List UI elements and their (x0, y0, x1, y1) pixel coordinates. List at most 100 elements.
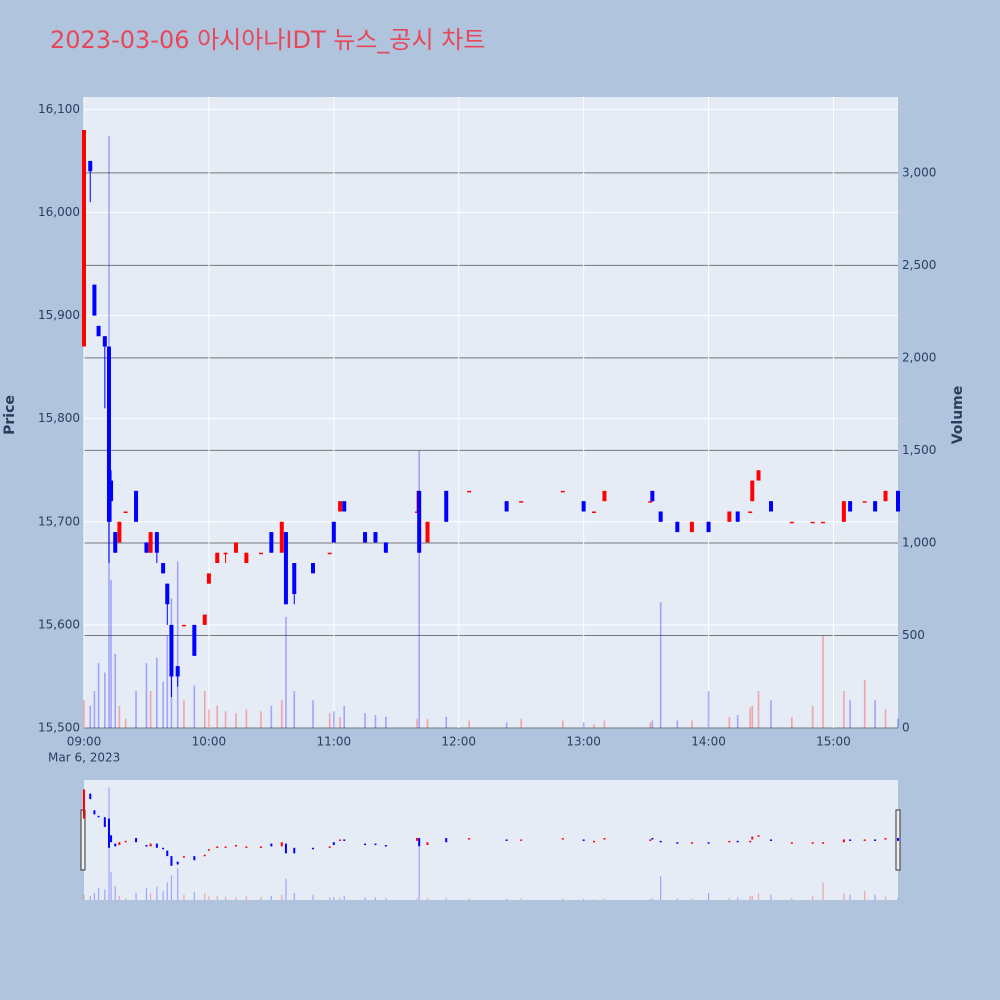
range-volume-bar (177, 868, 179, 900)
candle-body (165, 583, 170, 605)
volume-bar (260, 711, 262, 728)
candle-body (117, 521, 122, 543)
candle-body (848, 501, 853, 512)
range-handle[interactable] (80, 809, 86, 871)
x-tick-label: 13:00 (566, 735, 601, 749)
candle-body (417, 490, 422, 553)
range-volume-bar (593, 899, 595, 900)
candle-body (602, 490, 607, 502)
volume-bar (676, 720, 679, 728)
volume-bar (707, 690, 710, 728)
candle-body (109, 480, 114, 502)
candle-body (96, 325, 101, 337)
candle-body (560, 490, 565, 493)
candle-body (769, 501, 774, 512)
y-tick-label: 16,000 (38, 205, 80, 219)
range-volume-bar (270, 895, 272, 900)
candle-body (258, 552, 263, 555)
volume-bar (603, 720, 606, 728)
candle-body (735, 511, 740, 522)
range-volume-bar (791, 897, 793, 900)
range-volume-bar (125, 898, 127, 900)
volume-bar (418, 450, 420, 728)
range-volume-bar (193, 891, 195, 900)
volume-bar (162, 681, 164, 728)
y-tick-label: 15,500 (38, 721, 80, 735)
volume-bar (468, 720, 470, 728)
range-volume-bar (418, 847, 420, 900)
volume-bar (156, 657, 158, 728)
y2-tick-label: 3,000 (902, 165, 936, 179)
candle-body (581, 501, 586, 512)
candle-body (841, 501, 846, 522)
range-volume-bar (445, 897, 447, 900)
candle-body (144, 542, 149, 553)
range-volume-bar (583, 898, 585, 900)
volume-bar (582, 722, 585, 728)
range-volume-bar (506, 898, 508, 900)
x-tick-label: 09:00 (67, 735, 102, 749)
y-tick-label: 15,900 (38, 308, 80, 322)
range-volume-bar (333, 896, 335, 900)
x-tick-label: 12:00 (441, 735, 476, 749)
range-volume-bar (97, 887, 100, 900)
volume-bar (520, 718, 522, 728)
volume-bar (897, 718, 899, 728)
candle-body (283, 532, 288, 605)
candle-body (467, 490, 472, 493)
y-tick-label: 15,800 (38, 411, 80, 425)
candle-body (810, 521, 815, 524)
x-tick-label: 14:00 (691, 735, 726, 749)
range-volume-bar (204, 892, 206, 900)
candle-body (750, 480, 755, 502)
y2-tick-label: 1,000 (902, 535, 936, 549)
range-volume-bar (312, 894, 314, 900)
volume-bar (749, 707, 751, 728)
y2-axis-title: Volume (950, 386, 966, 445)
volume-bar (203, 690, 206, 728)
candle-body (504, 501, 509, 512)
candle-body (873, 501, 878, 512)
candle-body (82, 129, 86, 347)
candle-body (689, 521, 694, 533)
volume-bar (445, 716, 448, 728)
volume-bar (124, 718, 127, 728)
candle-body (363, 532, 368, 543)
range-volume-bar (156, 886, 158, 900)
volume-bar (849, 700, 851, 728)
candle-body (106, 346, 111, 522)
volume-bar (104, 672, 106, 728)
volume-bar (426, 718, 429, 728)
volume-bar (280, 700, 283, 728)
candle-body (311, 563, 316, 574)
volume-bar (757, 690, 760, 728)
candle-body (269, 532, 274, 553)
chart-title: 2023-03-06 아시아나IDT 뉴스_공시 차트 (50, 26, 485, 54)
volume-bar (328, 713, 331, 728)
volume-bar (97, 663, 100, 728)
volume-bar (374, 715, 377, 728)
range-volume-bar (260, 896, 262, 900)
range-volume-bar (224, 896, 227, 900)
range-volume-bar (749, 896, 751, 900)
range-volume-bar (649, 898, 651, 900)
volume-bar (118, 705, 121, 728)
volume-bar (505, 722, 508, 728)
candle-body (206, 573, 211, 584)
range-volume-bar (849, 894, 851, 900)
candle-body (373, 532, 378, 543)
range-volume-bar (150, 892, 152, 900)
range-volume-bar (770, 894, 772, 900)
range-volume-bar (812, 895, 814, 900)
rangeslider (84, 780, 898, 900)
range-volume-bar (426, 898, 429, 900)
volume-bar (145, 663, 148, 728)
range-volume-bar (343, 895, 345, 900)
candle-body (123, 511, 128, 513)
volume-bar (193, 685, 196, 728)
candle-body (331, 521, 336, 543)
candle-body (675, 521, 680, 533)
range-volume-bar (183, 894, 185, 900)
candle-body (342, 501, 347, 512)
